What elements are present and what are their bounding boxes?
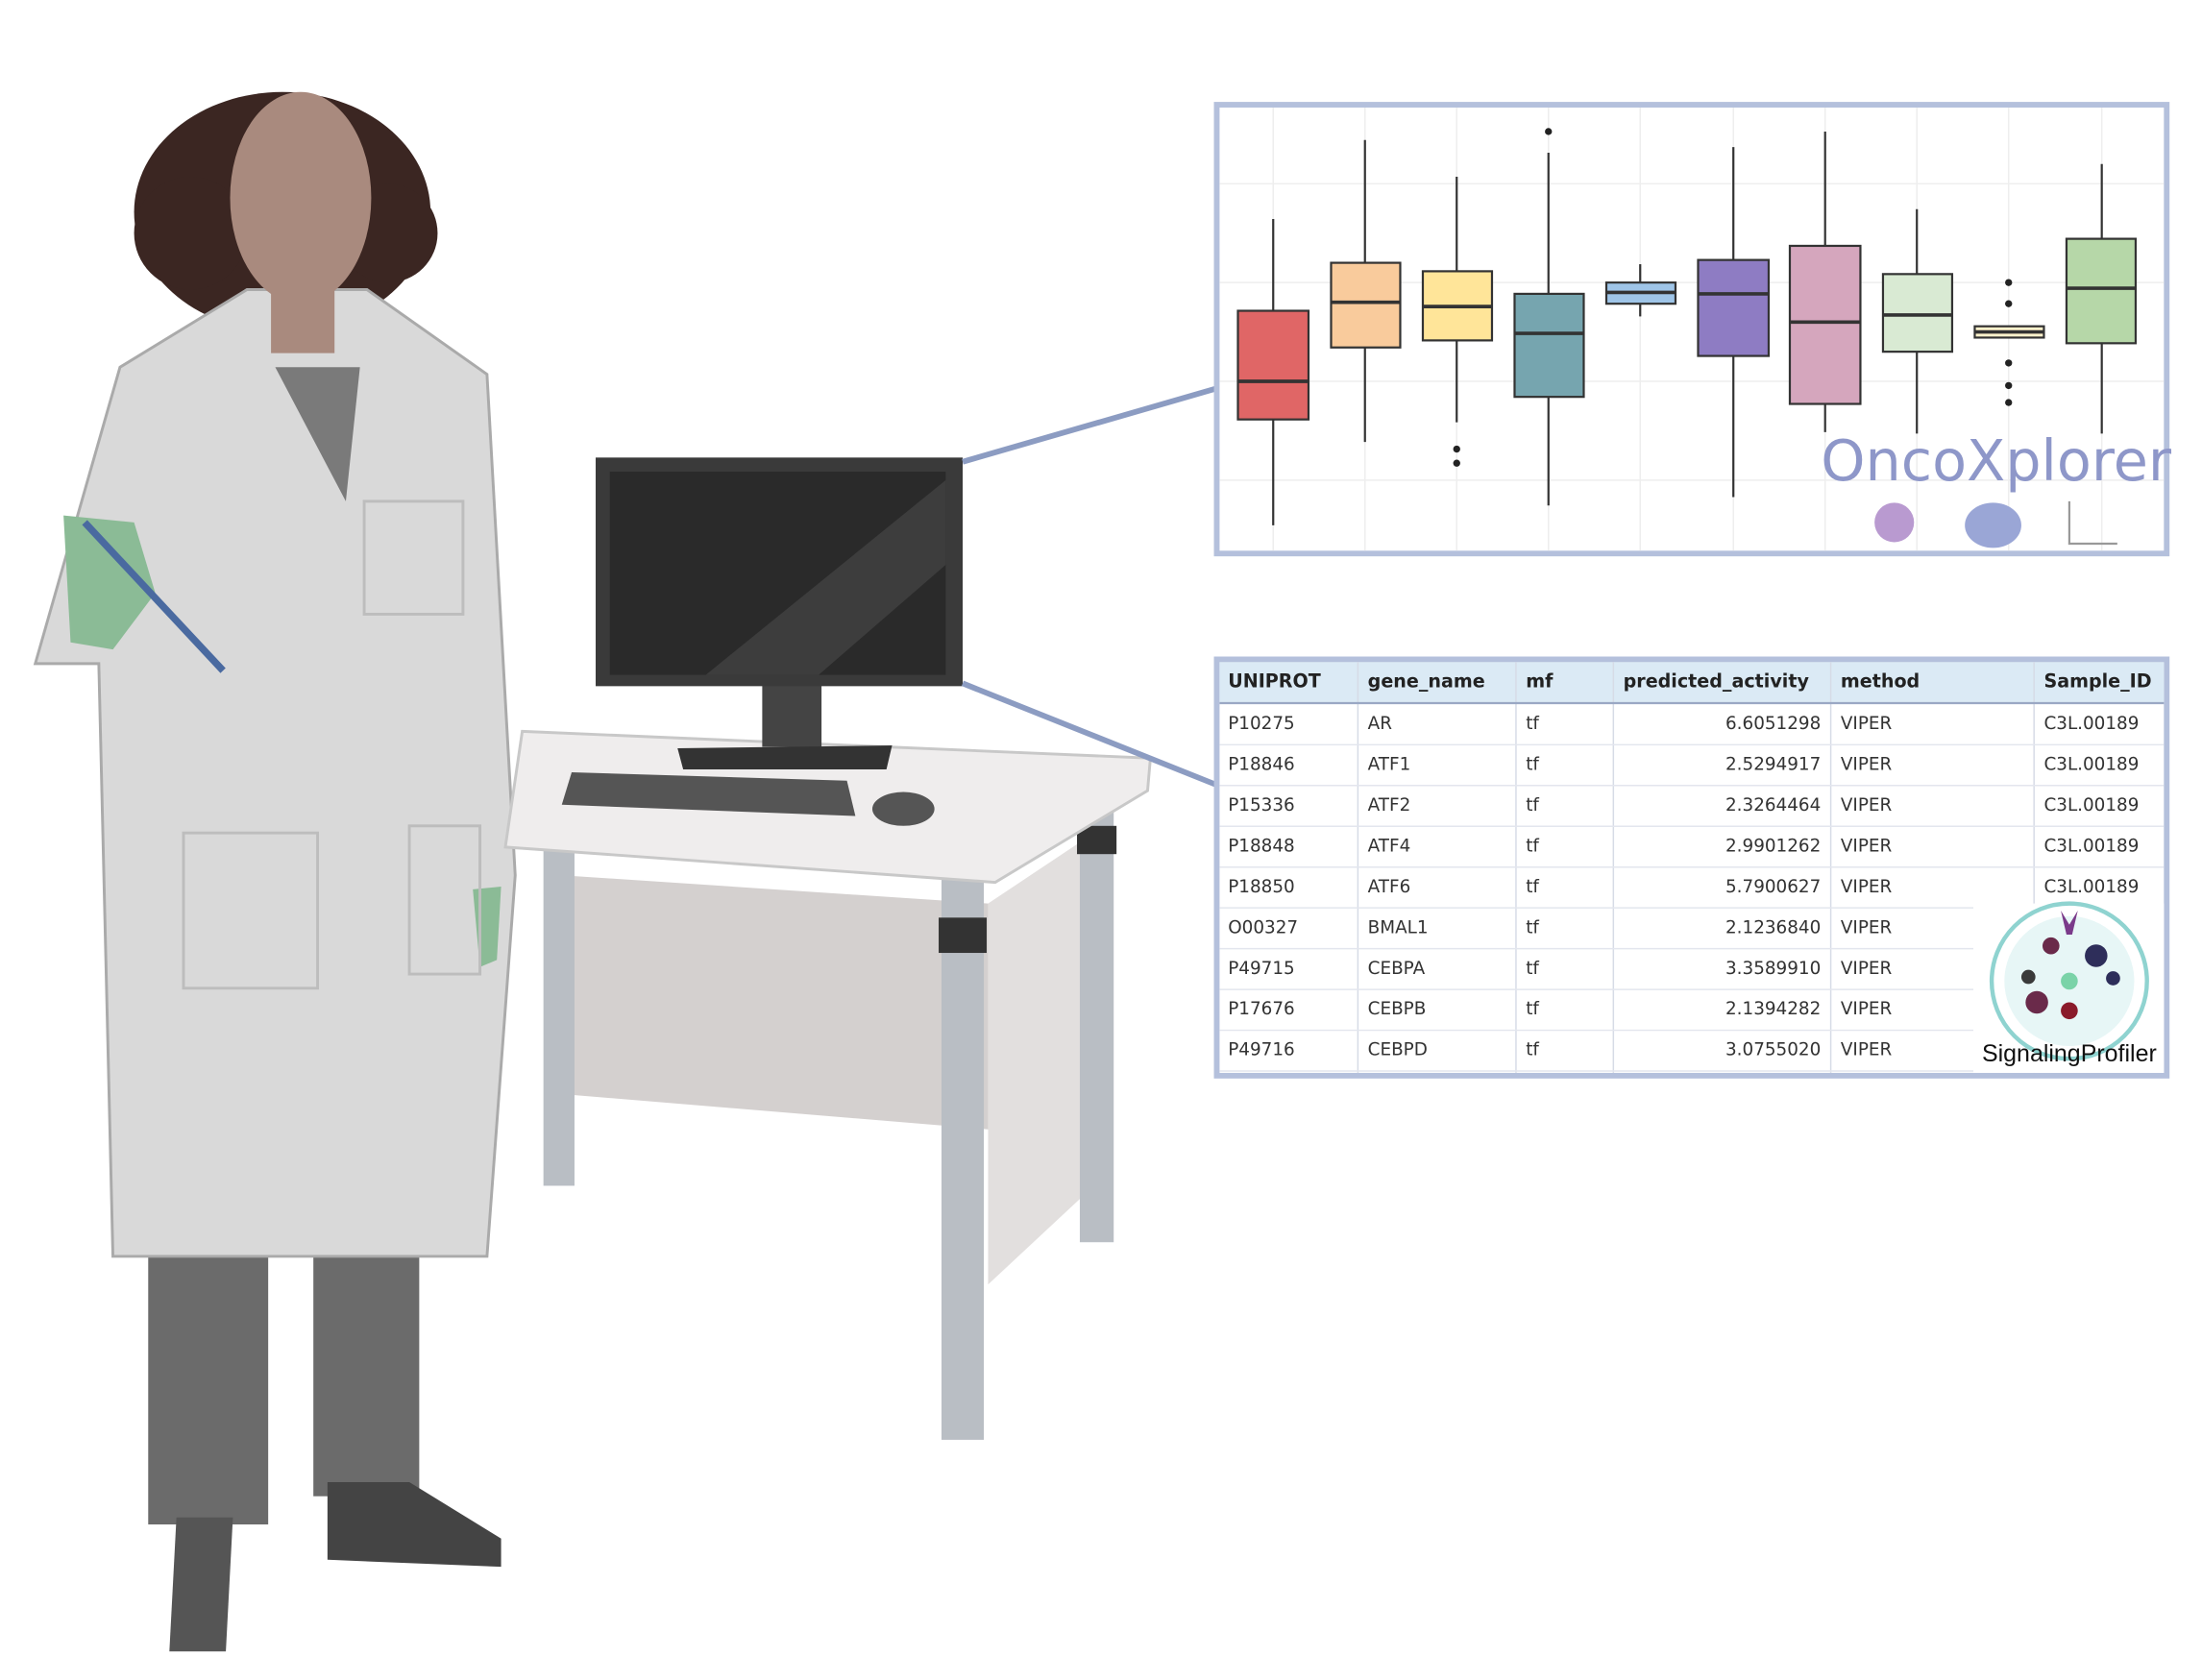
column-header[interactable]: mf [1526, 670, 1554, 692]
table-cell: P18846 [1228, 754, 1294, 774]
table-cell: C3L.00189 [2043, 836, 2139, 856]
table-cell: VIPER [1841, 999, 1893, 1019]
desk [503, 729, 1153, 1440]
table-cell: VIPER [1841, 754, 1893, 774]
table-cell: C3L.00189 [2043, 877, 2139, 897]
table-cell: P10275 [1228, 714, 1294, 734]
table-cell: tf [1526, 714, 1539, 734]
table-cell: tf [1526, 877, 1539, 897]
table-cell: P18848 [1228, 836, 1294, 856]
table-panel: UNIPROT gene_name mf predicted_activity meth… [1213, 656, 2170, 1079]
table-cell: ATF4 [1368, 836, 1411, 856]
table-cell: VIPER [1841, 1040, 1893, 1060]
table-cell: CEBPA [1368, 959, 1426, 979]
table-cell: O00327 [1228, 917, 1298, 937]
boxplot-panel: OncoXplorer [1213, 102, 2172, 557]
table-cell: C3L.00189 [2043, 714, 2139, 734]
column-header[interactable]: predicted_activity [1624, 670, 1810, 692]
table-cell: P49715 [1228, 959, 1294, 979]
table-cell: BMAL1 [1368, 917, 1429, 937]
table-cell: CEBPB [1368, 999, 1427, 1019]
table-cell: VIPER [1841, 917, 1893, 937]
monitor [596, 457, 964, 770]
table-cell: 3.3589910 [1725, 959, 1821, 979]
table-cell: ATF2 [1368, 795, 1411, 816]
logo-text: SignalingProfiler [1982, 1040, 2157, 1067]
table-cell: VIPER [1841, 836, 1893, 856]
table-cell: 2.1236840 [1725, 917, 1821, 937]
connector [961, 680, 1218, 788]
table-cell: C3L.00189 [2043, 795, 2139, 816]
signalingprofiler-logo: SignalingProfiler [1972, 901, 2165, 1073]
table-cell: VIPER [1841, 714, 1893, 734]
table-cell: tf [1526, 917, 1539, 937]
table-cell: 2.9901262 [1725, 836, 1821, 856]
scientist [33, 91, 517, 1652]
column-header[interactable]: Sample_ID [2043, 670, 2151, 692]
table-cell: tf [1526, 836, 1539, 856]
table-cell: C3L.00189 [2043, 754, 2139, 774]
table-cell: CEBPD [1368, 1040, 1428, 1060]
table-cell: ATF6 [1368, 877, 1411, 897]
table-cell: AR [1368, 714, 1393, 734]
column-header[interactable]: method [1841, 670, 1920, 692]
table-cell: 2.1394282 [1725, 999, 1821, 1019]
table-cell: VIPER [1841, 795, 1893, 816]
table-cell: P49716 [1228, 1040, 1294, 1060]
column-header[interactable]: UNIPROT [1228, 670, 1321, 692]
table-cell: tf [1526, 754, 1539, 774]
table-cell: tf [1526, 999, 1539, 1019]
table-cell: VIPER [1841, 959, 1893, 979]
table-cell: 2.3264464 [1725, 795, 1821, 816]
table-cell: tf [1526, 1040, 1539, 1060]
logo-text: OncoXplorer [1821, 427, 2172, 494]
table-cell: tf [1526, 795, 1539, 816]
table-cell: 2.5294917 [1725, 754, 1821, 774]
table-cell: 3.0755020 [1725, 1040, 1821, 1060]
connector [962, 385, 1218, 465]
table-cell: P15336 [1228, 795, 1294, 816]
table-cell: VIPER [1841, 877, 1893, 897]
table-cell: tf [1526, 959, 1539, 979]
table-cell: 5.7900627 [1725, 877, 1821, 897]
table-cell: P18850 [1228, 877, 1294, 897]
column-header[interactable]: gene_name [1368, 670, 1485, 692]
table-cell: P17676 [1228, 999, 1294, 1019]
table-cell: ATF1 [1368, 754, 1411, 774]
table-cell: 6.6051298 [1725, 714, 1821, 734]
